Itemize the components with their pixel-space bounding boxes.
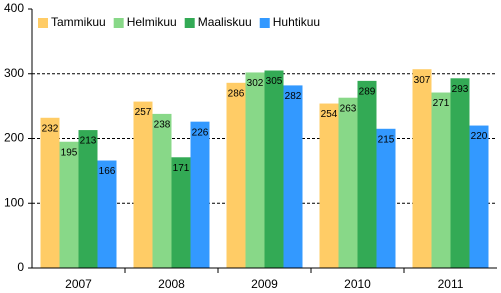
value-label: 293: [452, 84, 469, 95]
legend-label: Helmikuu: [127, 15, 177, 29]
legend-swatch: [259, 18, 270, 28]
value-label: 305: [266, 76, 283, 87]
bar: [469, 125, 489, 268]
legend-label: Huhtikuu: [273, 15, 320, 29]
legend-swatch: [184, 18, 195, 28]
bar: [59, 141, 79, 268]
x-tick-label: 2011: [438, 277, 464, 291]
y-tick-label: 0: [17, 260, 24, 274]
value-label: 254: [321, 109, 338, 120]
value-label: 220: [471, 131, 488, 142]
x-tick-label: 2010: [344, 277, 371, 291]
value-label: 271: [433, 98, 450, 109]
value-label: 307: [414, 75, 431, 86]
bar: [171, 157, 191, 268]
bar: [40, 117, 60, 268]
y-tick-label: 100: [4, 195, 24, 209]
value-label: 232: [42, 123, 59, 134]
value-label: 282: [285, 91, 302, 102]
bar: [376, 128, 396, 268]
value-label: 302: [247, 78, 264, 89]
bar: [245, 72, 265, 268]
value-label: 166: [99, 166, 116, 177]
bar: [264, 70, 284, 268]
value-label: 238: [154, 120, 171, 131]
value-label: 286: [228, 88, 245, 99]
legend-label: Tammikuu: [51, 15, 106, 29]
x-tick-label: 2007: [65, 277, 92, 291]
value-label: 213: [80, 136, 97, 147]
value-label: 215: [378, 134, 395, 145]
value-label: 257: [135, 107, 152, 118]
x-tick-label: 2009: [251, 277, 278, 291]
bar: [357, 80, 377, 268]
bar: [319, 103, 339, 268]
bar: [431, 92, 451, 268]
bar: [133, 101, 153, 268]
bar: [226, 82, 246, 268]
legend-swatch: [38, 18, 48, 28]
legend-label: Maaliskuu: [198, 15, 252, 29]
y-tick-label: 300: [4, 66, 24, 80]
bar: [78, 130, 98, 268]
x-tick-label: 2008: [158, 277, 185, 291]
value-label: 289: [359, 87, 376, 98]
bar: [450, 78, 470, 268]
bar: [338, 97, 358, 269]
bar: [412, 69, 432, 268]
value-label: 195: [61, 147, 78, 158]
legend-swatch: [113, 18, 124, 28]
bar: [190, 121, 210, 268]
value-label: 263: [340, 103, 357, 114]
bar: [283, 85, 303, 268]
y-tick-label: 400: [4, 1, 24, 15]
value-label: 226: [192, 127, 209, 138]
y-tick-label: 200: [4, 131, 24, 145]
value-label: 171: [173, 163, 190, 174]
bar: [97, 160, 117, 268]
bar: [152, 113, 172, 269]
